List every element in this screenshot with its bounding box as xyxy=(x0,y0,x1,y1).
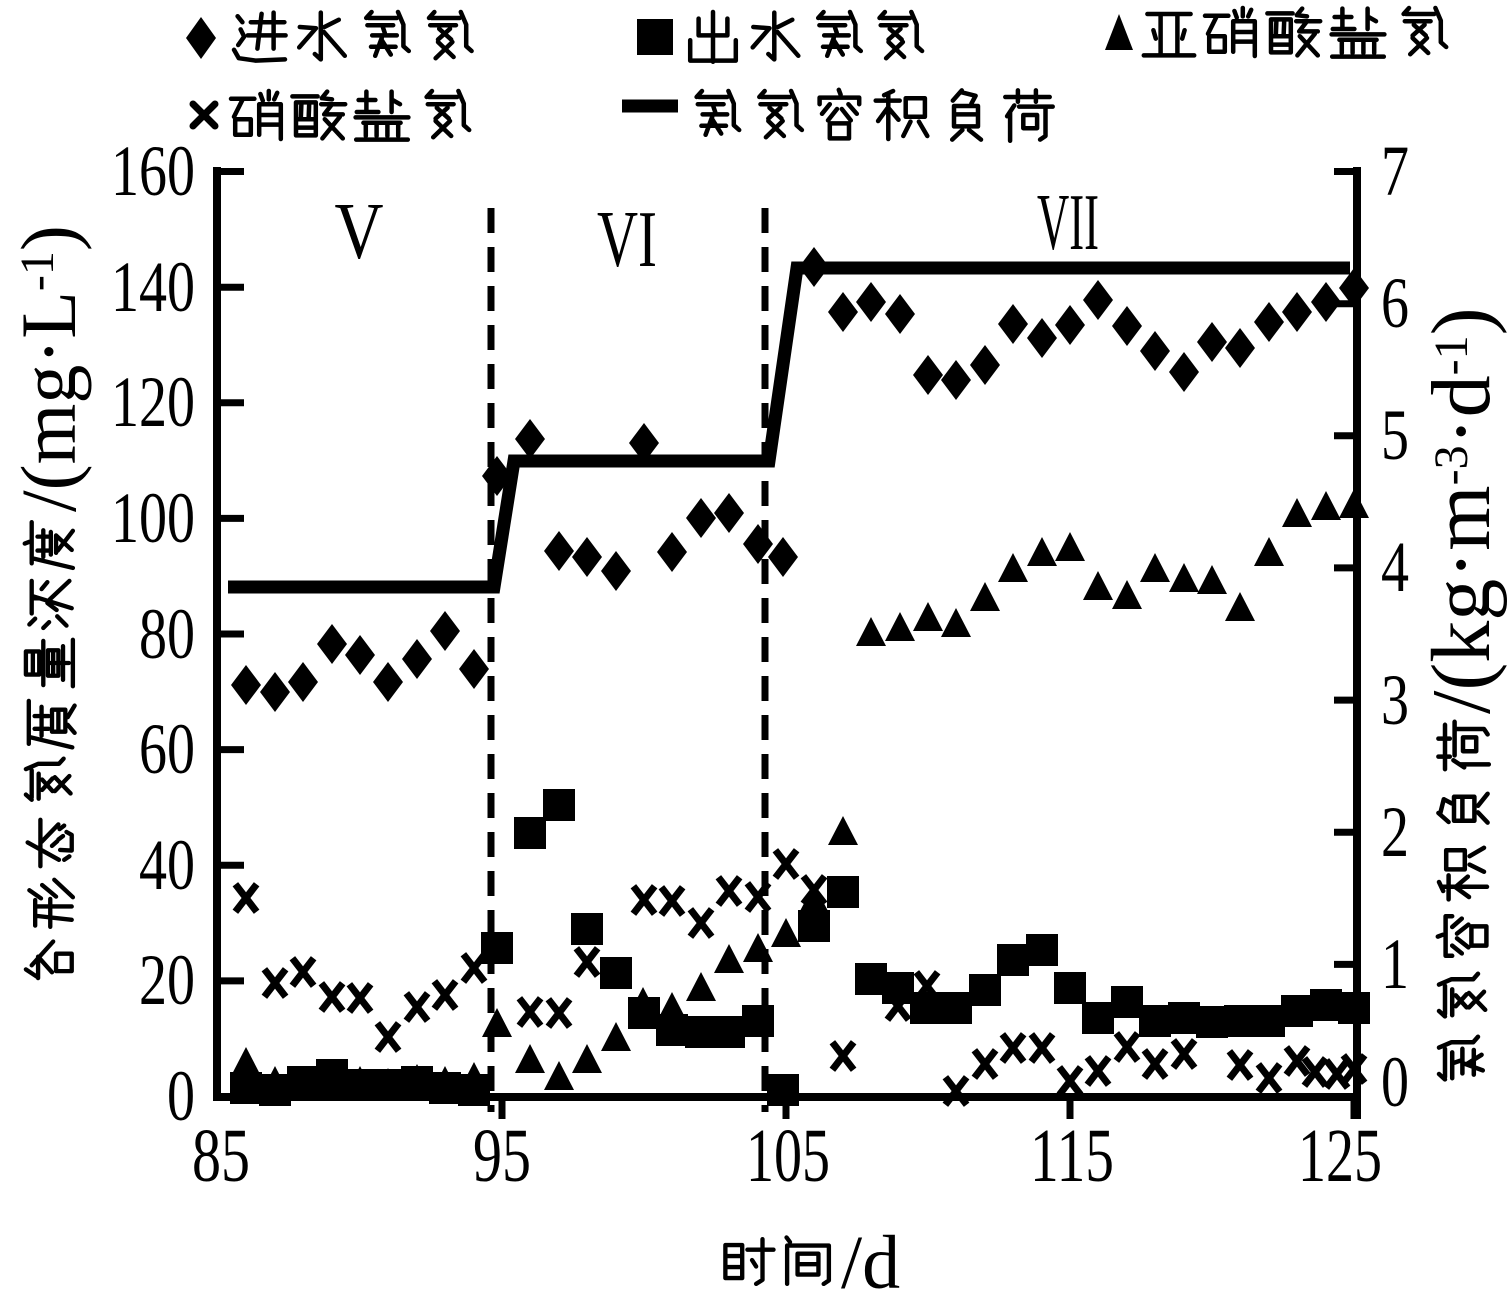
svg-text:160: 160 xyxy=(111,131,195,211)
svg-text:5: 5 xyxy=(1381,395,1409,475)
svg-text:7: 7 xyxy=(1381,131,1409,211)
svg-text:40: 40 xyxy=(139,825,195,905)
svg-text:105: 105 xyxy=(746,1114,830,1198)
svg-text:VI: VI xyxy=(597,196,657,284)
svg-text:0: 0 xyxy=(1381,1042,1409,1122)
svg-text:120: 120 xyxy=(111,362,195,442)
svg-text:V: V xyxy=(335,188,384,276)
svg-text:/d: /d xyxy=(841,1221,900,1299)
svg-text:80: 80 xyxy=(139,594,195,674)
svg-text:100: 100 xyxy=(111,478,195,558)
svg-text:6: 6 xyxy=(1381,263,1409,343)
svg-text:85: 85 xyxy=(192,1114,250,1198)
svg-text:3: 3 xyxy=(1381,660,1409,740)
svg-text:125: 125 xyxy=(1298,1114,1382,1198)
svg-text:4: 4 xyxy=(1381,527,1409,607)
svg-text:140: 140 xyxy=(111,247,195,327)
svg-text:95: 95 xyxy=(473,1114,531,1198)
svg-text:VII: VII xyxy=(1037,179,1099,267)
svg-text:60: 60 xyxy=(139,709,195,789)
svg-text:2: 2 xyxy=(1381,792,1409,872)
svg-text:20: 20 xyxy=(139,940,195,1020)
svg-text:1: 1 xyxy=(1381,924,1409,1004)
svg-text:115: 115 xyxy=(1030,1114,1114,1198)
svg-text:0: 0 xyxy=(167,1056,195,1136)
